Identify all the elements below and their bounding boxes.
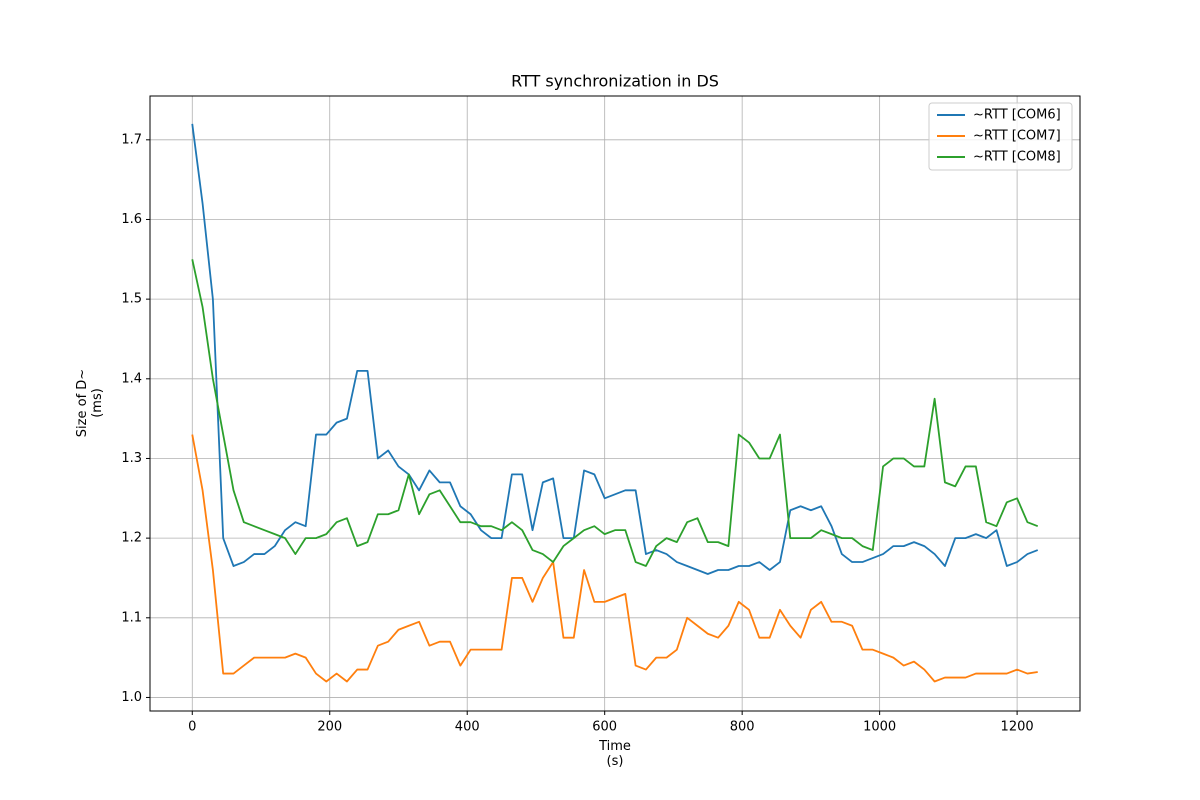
chart-title: RTT synchronization in DS <box>511 72 719 91</box>
y-tick-label: 1.4 <box>121 371 142 386</box>
x-tick-label: 400 <box>455 720 480 735</box>
x-tick-label: 0 <box>188 720 196 735</box>
legend-box <box>928 102 1073 171</box>
y-tick-label: 1.6 <box>121 212 142 227</box>
y-tick-label: 1.2 <box>121 531 142 546</box>
y-tick-label: 1.7 <box>121 132 142 147</box>
legend-label: ~RTT [COM8] <box>973 150 1061 165</box>
y-tick-label: 1.1 <box>121 610 142 625</box>
series-line <box>191 123 1039 575</box>
y-tick-label: 1.0 <box>121 690 142 705</box>
x-tick-label: 800 <box>730 720 755 735</box>
x-tick-label: 600 <box>592 720 617 735</box>
x-axis-label: Time (s) <box>599 739 631 769</box>
series-line <box>191 259 1039 567</box>
legend-label: ~RTT [COM7] <box>973 129 1061 144</box>
series-line <box>191 434 1038 683</box>
y-tick-label: 1.5 <box>121 292 142 307</box>
axes-frame <box>149 95 1081 712</box>
x-tick-label: 1000 <box>863 720 896 735</box>
y-axis-label: Size of D~ (ms) <box>75 368 105 438</box>
y-tick-label: 1.3 <box>121 451 142 466</box>
x-tick-label: 200 <box>317 720 342 735</box>
x-tick-label: 1200 <box>1001 720 1034 735</box>
legend-label: ~RTT [COM6] <box>973 108 1061 123</box>
